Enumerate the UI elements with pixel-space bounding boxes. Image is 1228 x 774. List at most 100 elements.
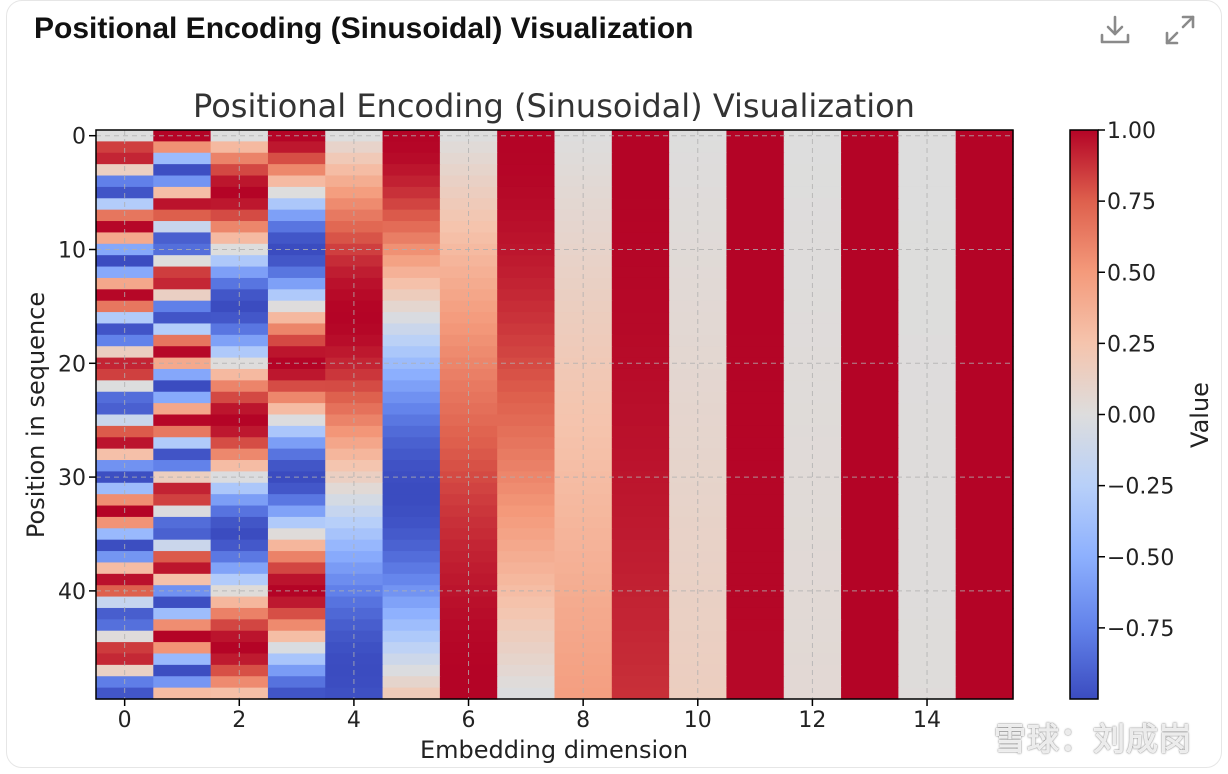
heatmap-cell	[325, 516, 384, 529]
heatmap-cell	[841, 619, 899, 632]
heatmap-cell	[726, 141, 785, 154]
heatmap-cell	[153, 425, 212, 438]
heatmap-cell	[554, 255, 613, 268]
heatmap-cell	[267, 494, 326, 507]
heatmap-cell	[955, 425, 1014, 438]
heatmap-cell	[267, 607, 326, 620]
heatmap-cell	[841, 255, 899, 268]
heatmap-cell	[153, 676, 212, 689]
heatmap-cell	[898, 255, 957, 268]
heatmap-cell	[382, 312, 441, 325]
heatmap-cell	[325, 642, 384, 655]
heatmap-cell	[267, 380, 326, 393]
heatmap-cell	[267, 596, 326, 609]
heatmap-cell	[382, 198, 441, 211]
heatmap-cell	[783, 357, 842, 370]
x-tick-label: 14	[913, 708, 941, 733]
heatmap-cell	[267, 232, 326, 245]
heatmap-cell	[439, 607, 498, 620]
heatmap-cell	[955, 585, 1014, 598]
heatmap-cell	[841, 516, 899, 529]
heatmap-cell	[955, 516, 1014, 529]
heatmap-cell	[783, 562, 842, 575]
heatmap-cell	[554, 221, 613, 234]
heatmap-cell	[267, 391, 326, 404]
heatmap-cell	[669, 653, 728, 666]
heatmap-cell	[783, 642, 842, 655]
heatmap-cell	[726, 209, 785, 222]
heatmap-cell	[497, 573, 556, 586]
heatmap-cell	[898, 573, 957, 586]
heatmap-cell	[955, 255, 1014, 268]
heatmap-cell	[325, 471, 384, 484]
heatmap-cell	[726, 539, 785, 552]
heatmap-cell	[267, 186, 326, 199]
heatmap-cell	[267, 516, 326, 529]
heatmap-cell	[669, 221, 728, 234]
heatmap-cell	[382, 494, 441, 507]
heatmap-cell	[611, 676, 670, 689]
heatmap-cell	[783, 437, 842, 450]
heatmap-cell	[497, 266, 556, 279]
heatmap-cell	[898, 391, 957, 404]
expand-icon[interactable]	[1162, 12, 1198, 48]
heatmap-cell	[841, 676, 899, 689]
heatmap-cell	[955, 141, 1014, 154]
heatmap-cell	[841, 596, 899, 609]
heatmap-cell	[955, 380, 1014, 393]
heatmap-cell	[497, 141, 556, 154]
colorbar-tick-label: −0.25	[1107, 475, 1174, 500]
heatmap-cell	[382, 380, 441, 393]
heatmap-cell	[669, 312, 728, 325]
y-tick-label: 0	[72, 125, 86, 150]
download-icon[interactable]	[1097, 12, 1133, 48]
heatmap-cell	[841, 448, 899, 461]
heatmap-cell	[898, 687, 957, 700]
heatmap-cell	[382, 448, 441, 461]
heatmap-cell	[497, 334, 556, 347]
heatmap-cell	[955, 312, 1014, 325]
heatmap-cell	[955, 505, 1014, 518]
heatmap-cell	[726, 164, 785, 177]
heatmap-cell	[439, 346, 498, 359]
heatmap-cell	[497, 437, 556, 450]
heatmap-cell	[96, 482, 154, 495]
heatmap-cell	[497, 653, 556, 666]
heatmap-cell	[267, 528, 326, 541]
heatmap-cell	[210, 391, 269, 404]
heatmap-cell	[898, 642, 957, 655]
heatmap-cell	[726, 551, 785, 564]
heatmap-cell	[841, 186, 899, 199]
heatmap-cell	[267, 368, 326, 381]
heatmap-cell	[382, 528, 441, 541]
heatmap-cell	[554, 175, 613, 188]
heatmap-cell	[783, 221, 842, 234]
heatmap-cell	[210, 642, 269, 655]
x-tick-label: 2	[232, 708, 246, 733]
heatmap-cell	[726, 221, 785, 234]
heatmap-cell	[210, 437, 269, 450]
heatmap-cell	[210, 482, 269, 495]
heatmap-cell	[153, 141, 212, 154]
heatmap-cell	[611, 141, 670, 154]
heatmap-cell	[153, 346, 212, 359]
heatmap-cell	[841, 289, 899, 302]
heatmap-cell	[382, 323, 441, 336]
heatmap-cell	[898, 186, 957, 199]
heatmap-cell	[267, 346, 326, 359]
heatmap-cell	[841, 630, 899, 643]
card-title: Positional Encoding (Sinusoidal) Visuali…	[34, 12, 694, 45]
heatmap-cell	[210, 255, 269, 268]
heatmap-cell	[841, 141, 899, 154]
colorbar-tick-label: 1.00	[1107, 119, 1156, 144]
x-axis-label: Embedding dimension	[420, 736, 688, 764]
heatmap-cell	[669, 141, 728, 154]
colorbar-label: Value	[1186, 382, 1214, 448]
heatmap-cell	[497, 448, 556, 461]
heatmap-cell	[554, 300, 613, 313]
heatmap-cell	[267, 221, 326, 234]
heatmap-cell	[497, 186, 556, 199]
heatmap-cell	[669, 346, 728, 359]
heatmap-cell	[153, 630, 212, 643]
heatmap-cell	[153, 277, 212, 290]
